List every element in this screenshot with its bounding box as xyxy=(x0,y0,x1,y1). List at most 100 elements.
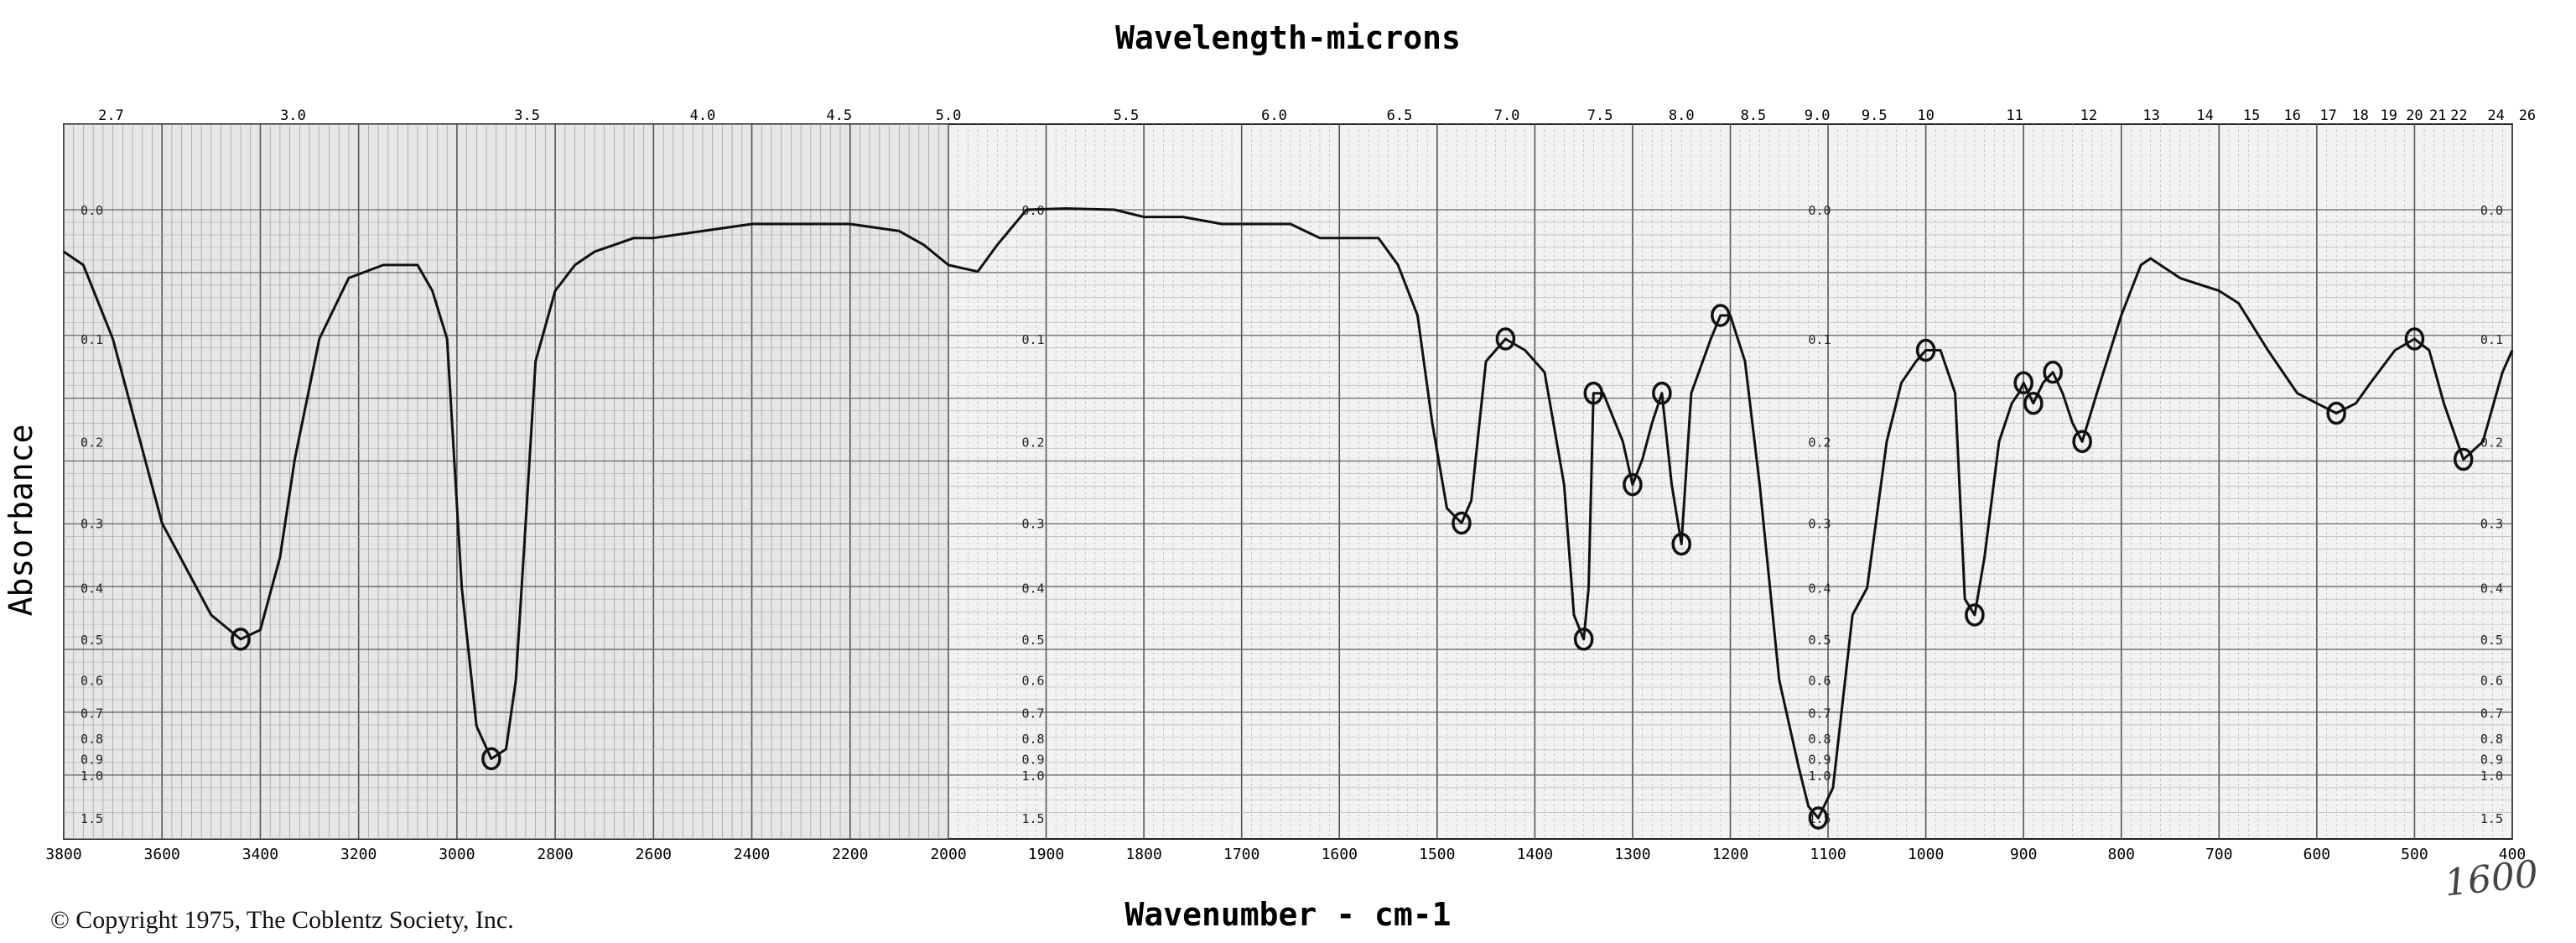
y-tick-label: 1.0 xyxy=(1808,768,1831,784)
peak-marker xyxy=(1915,338,1936,362)
peak-marker xyxy=(1965,603,1985,627)
y-tick-label: 0.3 xyxy=(1808,516,1831,531)
x-tick-label-bottom: 3000 xyxy=(439,846,475,863)
x-tick-label-top: 9.5 xyxy=(1862,107,1888,124)
x-tick-label-top: 11 xyxy=(2006,107,2023,124)
peak-marker xyxy=(1623,472,1643,497)
x-tick-label-top: 17 xyxy=(2319,107,2336,124)
y-tick-label: 0.0 xyxy=(2480,203,2503,218)
x-axis-label: Wavenumber - cm-1 xyxy=(1125,896,1452,933)
x-tick-label-top: 7.5 xyxy=(1587,107,1613,124)
x-tick-label-top: 6.0 xyxy=(1261,107,1287,124)
x-tick-label-bottom: 3600 xyxy=(144,846,180,863)
peak-marker xyxy=(1652,381,1672,405)
chart-title: Wavelength-microns xyxy=(1115,19,1461,56)
y-tick-label: 0.5 xyxy=(1021,633,1044,648)
x-tick-label-bottom: 2800 xyxy=(537,846,573,863)
series-layer xyxy=(63,207,2514,830)
x-tick-label-top: 12 xyxy=(2080,107,2097,124)
peak-marker xyxy=(1711,304,1731,327)
x-tick-label-bottom: 3200 xyxy=(340,846,377,863)
y-tick-label: 0.0 xyxy=(1808,203,1831,218)
x-tick-label-bottom: 3800 xyxy=(45,846,81,863)
x-tick-label-bottom: 900 xyxy=(2010,846,2038,863)
x-tick-label-top: 4.5 xyxy=(826,107,852,124)
y-tick-label: 0.7 xyxy=(80,706,103,721)
y-tick-label: 0.4 xyxy=(80,581,103,597)
y-tick-label: 0.5 xyxy=(2480,633,2503,648)
x-tick-label-top: 10 xyxy=(1917,107,1934,124)
x-tick-label-top: 16 xyxy=(2283,107,2300,124)
y-tick-label: 0.1 xyxy=(2480,332,2503,347)
x-tick-label-top: 14 xyxy=(2196,107,2213,124)
x-tick-label-top: 6.5 xyxy=(1387,107,1413,124)
y-tick-label: 0.3 xyxy=(80,516,103,531)
y-tick-label: 0.4 xyxy=(1021,581,1044,597)
x-tick-label-top: 13 xyxy=(2142,107,2159,124)
peak-marker xyxy=(1573,628,1594,651)
x-tick-label-bottom: 1800 xyxy=(1125,846,1161,863)
x-tick-label-top: 19 xyxy=(2381,107,2397,124)
y-tick-label: 0.9 xyxy=(80,752,103,767)
x-tick-label-top: 8.5 xyxy=(1741,107,1767,124)
y-tick-label: 1.5 xyxy=(1021,811,1044,826)
y-tick-label: 0.9 xyxy=(2480,752,2503,767)
x-tick-label-top: 21 xyxy=(2429,107,2446,124)
y-tick-label: 0.4 xyxy=(2480,581,2503,597)
y-tick-label: 0.4 xyxy=(1808,581,1831,597)
y-tick-label: 0.7 xyxy=(1808,706,1831,721)
x-tick-label-top: 4.0 xyxy=(690,107,716,124)
y-tick-label: 0.8 xyxy=(80,732,103,747)
x-tick-label-top: 7.0 xyxy=(1494,107,1520,124)
x-tick-label-bottom: 500 xyxy=(2401,846,2428,863)
y-tick-label: 0.1 xyxy=(1808,332,1831,347)
peak-marker xyxy=(2043,360,2063,384)
x-tick-label-top: 2.7 xyxy=(98,107,124,124)
y-tick-label: 1.0 xyxy=(1021,768,1044,784)
peak-marker xyxy=(2072,430,2092,454)
peak-marker xyxy=(1495,327,1516,351)
y-tick-label: 0.6 xyxy=(80,674,103,689)
x-tick-label-bottom: 2000 xyxy=(930,846,966,863)
x-tick-label-bottom: 1700 xyxy=(1223,846,1259,863)
y-tick-label: 0.1 xyxy=(80,332,103,347)
x-tick-label-top: 3.0 xyxy=(280,107,306,124)
x-tick-label-bottom: 800 xyxy=(2107,846,2135,863)
x-tick-label-bottom: 3400 xyxy=(242,846,278,863)
x-tick-label-bottom: 2200 xyxy=(832,846,868,863)
x-tick-label-bottom: 2400 xyxy=(734,846,770,863)
peak-marker xyxy=(2023,391,2044,415)
x-tick-label-top: 5.5 xyxy=(1114,107,1140,124)
x-tick-label-top: 18 xyxy=(2351,107,2368,124)
y-tick-label: 1.0 xyxy=(80,768,103,784)
y-tick-label: 0.0 xyxy=(80,203,103,218)
y-tick-label: 0.7 xyxy=(1021,706,1044,721)
y-axis-label: Absorbance xyxy=(3,425,39,617)
y-tick-label: 0.7 xyxy=(2480,706,2503,721)
y-tick-label: 0.9 xyxy=(1808,752,1831,767)
y-tick-label: 1.0 xyxy=(2480,768,2503,784)
y-tick-label: 0.6 xyxy=(1808,674,1831,689)
x-tick-label-bottom: 1200 xyxy=(1712,846,1748,863)
x-tick-label-top: 22 xyxy=(2450,107,2467,124)
x-tick-label-bottom: 1400 xyxy=(1517,846,1553,863)
y-tick-label: 0.2 xyxy=(1808,435,1831,450)
x-tick-label-bottom: 400 xyxy=(2499,846,2527,863)
peak-marker xyxy=(2326,401,2346,425)
x-tick-label-bottom: 1300 xyxy=(1614,846,1650,863)
y-tick-label: 0.8 xyxy=(1021,732,1044,747)
x-tick-label-top: 20 xyxy=(2406,107,2423,124)
tick-layer: 3800 3600 3400 3200 3000 2800 2600 2400 2200 2000… xyxy=(45,107,2536,863)
grid-layer xyxy=(63,124,2513,839)
x-tick-label-top: 3.5 xyxy=(514,107,540,124)
y-tick-label: 0.2 xyxy=(2480,435,2503,450)
x-tick-label-bottom: 700 xyxy=(2205,846,2233,863)
peak-marker xyxy=(481,747,501,771)
peak-marker xyxy=(2013,371,2033,395)
x-tick-label-bottom: 1600 xyxy=(1322,846,1358,863)
peak-marker xyxy=(2404,327,2425,351)
y-tick-label: 0.8 xyxy=(1808,732,1831,747)
y-tick-label: 1.5 xyxy=(80,811,103,826)
